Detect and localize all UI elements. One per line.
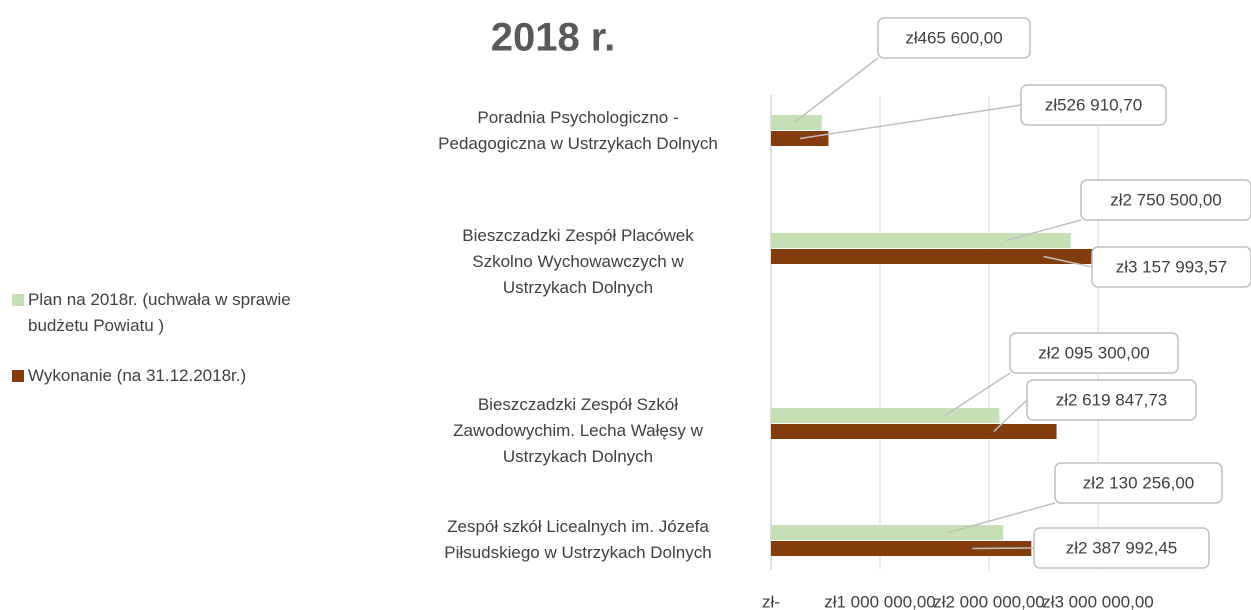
leader-line — [972, 547, 1035, 550]
data-label: zł526 910,70 — [1045, 95, 1142, 114]
label-box — [1020, 84, 1167, 126]
legend-swatch — [12, 294, 24, 306]
data-label: zł3 157 993,57 — [1116, 257, 1228, 276]
x-tick-label: zł1 000 000,00 — [824, 592, 936, 610]
leader-line — [948, 502, 1056, 534]
leader-line — [1043, 255, 1093, 268]
leader-line — [799, 104, 1022, 140]
bar — [771, 541, 1032, 556]
category-label: Zespół szkół Licealnych im. Józefa Piłsu… — [444, 517, 712, 562]
x-tick-label: zł- — [762, 592, 780, 610]
bar — [771, 525, 1004, 540]
label-box — [1026, 379, 1197, 421]
data-label: zł2 750 500,00 — [1110, 190, 1222, 209]
x-tick-label: zł3 000 000,00 — [1042, 592, 1154, 610]
x-tick-label: zł2 000 000,00 — [933, 592, 1045, 610]
bar — [771, 115, 822, 130]
category-label: Bieszczadzki Zespół Szkół Zawodowychim. … — [453, 395, 703, 466]
label-box — [877, 17, 1031, 59]
bar — [771, 424, 1057, 439]
bar — [771, 408, 1000, 423]
label-box — [1091, 246, 1251, 288]
legend-swatch — [12, 370, 24, 382]
bar — [771, 249, 1116, 264]
label-box — [1054, 462, 1223, 504]
legend-label: Plan na 2018r. (uchwała w sprawie budżet… — [28, 290, 291, 335]
category-label: Poradnia Psychologiczno - Pedagogiczna w… — [438, 108, 718, 153]
data-label: zł465 600,00 — [905, 28, 1002, 47]
category-label: Bieszczadzki Zespół Placówek Szkolno Wyc… — [462, 226, 694, 297]
label-box — [1080, 179, 1251, 221]
label-box — [1009, 332, 1179, 374]
leader-line — [944, 372, 1011, 417]
bar — [771, 131, 829, 146]
chart-title: 2018 r. — [491, 16, 616, 60]
leader-line — [993, 399, 1028, 433]
legend-label: Wykonanie (na 31.12.2018r.) — [28, 366, 247, 385]
data-label: zł2 387 992,45 — [1066, 538, 1178, 557]
data-label: zł2 619 847,73 — [1056, 390, 1168, 409]
bar — [771, 233, 1071, 248]
data-label: zł2 130 256,00 — [1083, 473, 1195, 492]
leader-line — [793, 57, 879, 124]
label-box — [1033, 527, 1210, 569]
leader-line — [1005, 219, 1082, 242]
data-label: zł2 095 300,00 — [1038, 343, 1150, 362]
